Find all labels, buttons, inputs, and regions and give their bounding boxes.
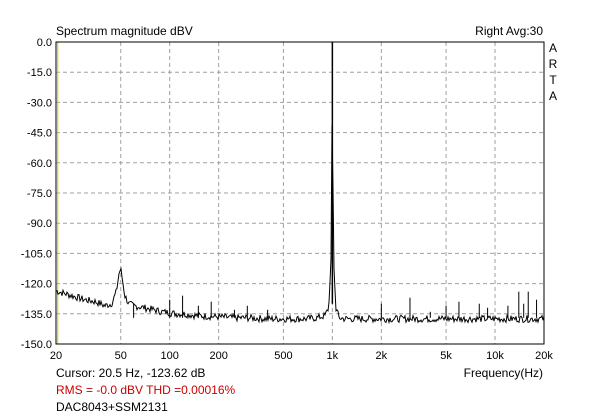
- channel-average-label: Right Avg:30: [475, 24, 543, 38]
- y-tick-label: -30.0: [27, 97, 52, 109]
- device-label: DAC8043+SSM2131: [56, 400, 168, 414]
- grid-layer: [56, 42, 544, 344]
- x-tick-label: 5k: [440, 350, 452, 362]
- rms-thd-readout: RMS = -0.0 dBV THD =0.00016%: [56, 383, 236, 397]
- x-tick-label: 20: [50, 350, 62, 362]
- y-tick-label: -105.0: [21, 248, 52, 260]
- x-tick-label: 1k: [327, 350, 339, 362]
- axis-tick-labels: 20 50 100 200 500 1k 2k 5k 10k 20k 0.0 -15.0 -30.0 -4…: [21, 37, 554, 362]
- chart-title: Spectrum magnitude dBV: [56, 24, 193, 38]
- y-tick-label: -45.0: [27, 128, 52, 140]
- x-tick-label: 100: [161, 350, 179, 362]
- trace-layer: [55, 42, 545, 325]
- x-tick-label: 500: [274, 350, 292, 362]
- brand-letter-a2: A: [549, 89, 557, 103]
- x-axis-label: Frequency(Hz): [464, 366, 543, 380]
- y-tick-label: -135.0: [21, 309, 52, 321]
- x-tick-label: 2k: [376, 350, 388, 362]
- y-tick-label: -150.0: [21, 339, 52, 351]
- x-tick-label: 10k: [486, 350, 504, 362]
- brand-letters: A R T A: [549, 41, 558, 103]
- y-tick-label: -15.0: [27, 67, 52, 79]
- y-tick-label: -60.0: [27, 158, 52, 170]
- brand-letter-a1: A: [549, 41, 557, 55]
- spectrum-trace: [55, 124, 545, 325]
- y-tick-label: 0.0: [37, 37, 52, 49]
- x-tick-label: 50: [115, 350, 127, 362]
- x-tick-label: 20k: [535, 350, 553, 362]
- cursor-readout: Cursor: 20.5 Hz, -123.62 dB: [56, 366, 205, 380]
- brand-letter-r: R: [549, 57, 558, 71]
- y-tick-label: -75.0: [27, 188, 52, 200]
- y-tick-label: -90.0: [27, 218, 52, 230]
- plot-frame: [55, 41, 545, 345]
- y-tick-label: -120.0: [21, 279, 52, 291]
- brand-letter-t: T: [549, 73, 557, 87]
- x-tick-label: 200: [209, 350, 227, 362]
